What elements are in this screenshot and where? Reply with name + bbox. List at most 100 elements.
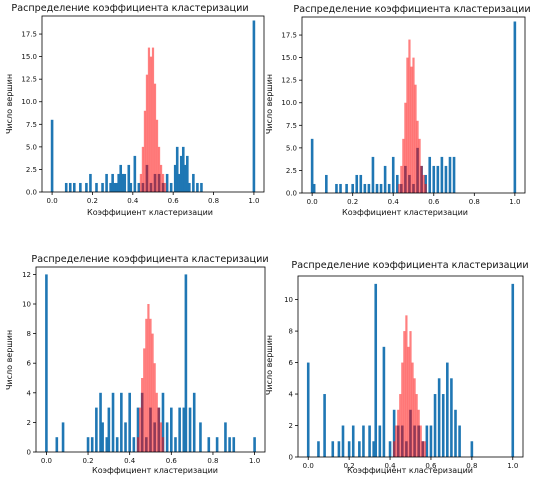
y-tick-label: 10.0 xyxy=(281,99,297,107)
axes-frame xyxy=(301,16,526,194)
blue-bar xyxy=(113,182,116,192)
blue-bar xyxy=(119,164,123,192)
blue-bar xyxy=(374,283,378,457)
blue-bar xyxy=(179,155,183,192)
blue-bar xyxy=(89,173,92,192)
y-tick-label: 4 xyxy=(289,391,294,399)
blue-bar xyxy=(339,183,342,193)
y-tick-label: 10 xyxy=(22,301,31,309)
blue-bar xyxy=(317,441,320,457)
red-bar xyxy=(149,318,152,452)
blue-bar xyxy=(161,392,165,452)
red-bar xyxy=(411,362,414,457)
blue-bar xyxy=(174,437,177,452)
blue-bar xyxy=(378,425,382,457)
red-bar xyxy=(159,422,163,452)
blue-bar xyxy=(368,425,371,457)
blue-bar xyxy=(306,362,310,457)
x-tick-label: 0.0 xyxy=(307,198,318,206)
blue-bar xyxy=(101,422,104,452)
blue-bar xyxy=(86,437,90,452)
red-bar xyxy=(397,409,400,457)
blue-bar xyxy=(199,422,202,452)
red-bar xyxy=(153,83,157,192)
blue-bar xyxy=(331,441,335,457)
x-tick-label: 0.6 xyxy=(166,457,178,465)
red-bar xyxy=(418,138,421,193)
y-tick-label: 6 xyxy=(27,360,32,368)
red-bar xyxy=(405,315,408,457)
chart-panel-1: 0.0 0.2 0.4 0.6 0.8 1.0 0.0 2.5 5.0 7.5 10.0 12.5 15… xyxy=(5,3,265,217)
chart-title: Распределение коэффициента кластеризации xyxy=(11,3,248,14)
x-tick-label: 0.2 xyxy=(347,198,358,206)
y-tick-label: 7.5 xyxy=(286,122,297,130)
blue-bar xyxy=(128,392,131,452)
blue-bar xyxy=(371,156,375,193)
red-bar xyxy=(147,47,151,193)
axes-frame xyxy=(35,266,266,453)
blue-bar xyxy=(429,425,433,457)
red-bar xyxy=(395,425,398,457)
y-tick-label: 15.0 xyxy=(21,53,37,61)
blue-bar xyxy=(184,274,188,452)
blue-bar xyxy=(207,437,211,452)
red-bar xyxy=(407,346,410,457)
red-bar xyxy=(155,119,159,192)
y-tick-label: 12 xyxy=(22,271,31,279)
blue-bar xyxy=(425,425,429,457)
x-tick-label: 0.2 xyxy=(344,462,355,470)
axes-frame xyxy=(297,275,524,458)
x-tick-label: 1.0 xyxy=(507,462,518,470)
blue-bar xyxy=(175,146,179,192)
blue-bar xyxy=(437,378,441,457)
blue-bar xyxy=(173,164,177,192)
blue-bar xyxy=(111,173,114,192)
red-bar xyxy=(151,333,154,452)
blue-bar xyxy=(120,392,123,452)
x-tick-label: 0.8 xyxy=(207,457,218,465)
x-tick-label: 1.0 xyxy=(509,198,520,206)
blue-bar xyxy=(441,394,445,457)
red-bar xyxy=(157,146,161,192)
blue-bar xyxy=(253,437,256,452)
red-bar xyxy=(141,146,145,192)
blue-bar xyxy=(232,437,236,452)
blue-bar xyxy=(345,183,348,193)
blue-bar xyxy=(109,182,112,192)
blue-bar xyxy=(170,407,173,452)
blue-bar xyxy=(133,155,137,192)
red-bar xyxy=(161,437,165,452)
blue-bar xyxy=(312,183,316,193)
x-tick-label: 0.0 xyxy=(303,462,314,470)
x-tick-label: 0.6 xyxy=(168,197,180,205)
blue-bar xyxy=(72,182,76,192)
blue-bar xyxy=(310,138,314,193)
y-tick-label: 2.5 xyxy=(286,167,297,175)
blue-bar xyxy=(391,156,395,193)
blue-bar xyxy=(129,182,133,192)
blue-bar xyxy=(351,183,354,193)
x-tick-label: 1.0 xyxy=(249,457,260,465)
y-tick-label: 0 xyxy=(27,449,31,457)
blue-bar xyxy=(181,146,185,192)
red-bar xyxy=(145,318,148,452)
chart-panel-3: 0.0 0.2 0.4 0.6 0.8 1.0 0 2 4 6 8 10 12Распределение… xyxy=(5,254,269,475)
blue-bar xyxy=(123,173,127,192)
y-tick-label: 5.0 xyxy=(26,143,37,151)
blue-bar xyxy=(177,173,181,192)
chart-panel-2: 0.0 0.2 0.4 0.6 0.8 1.0 0.0 2.5 5.0 7.5 10.0 12.5 15… xyxy=(265,4,531,217)
blue-bar xyxy=(433,394,437,457)
red-bar xyxy=(404,102,407,193)
blue-bar xyxy=(395,174,399,193)
y-tick-label: 5.0 xyxy=(286,144,297,152)
red-bar xyxy=(138,407,142,452)
y-tick-label: 0.0 xyxy=(26,189,37,197)
red-bar xyxy=(414,84,417,193)
axes-frame xyxy=(41,15,265,193)
red-bar xyxy=(410,66,413,193)
y-tick-label: 2 xyxy=(289,422,293,430)
blue-bar xyxy=(440,156,444,193)
y-tick-label: 2.5 xyxy=(26,166,37,174)
y-tick-label: 2 xyxy=(27,419,31,427)
x-tick-label: 0.4 xyxy=(388,198,400,206)
